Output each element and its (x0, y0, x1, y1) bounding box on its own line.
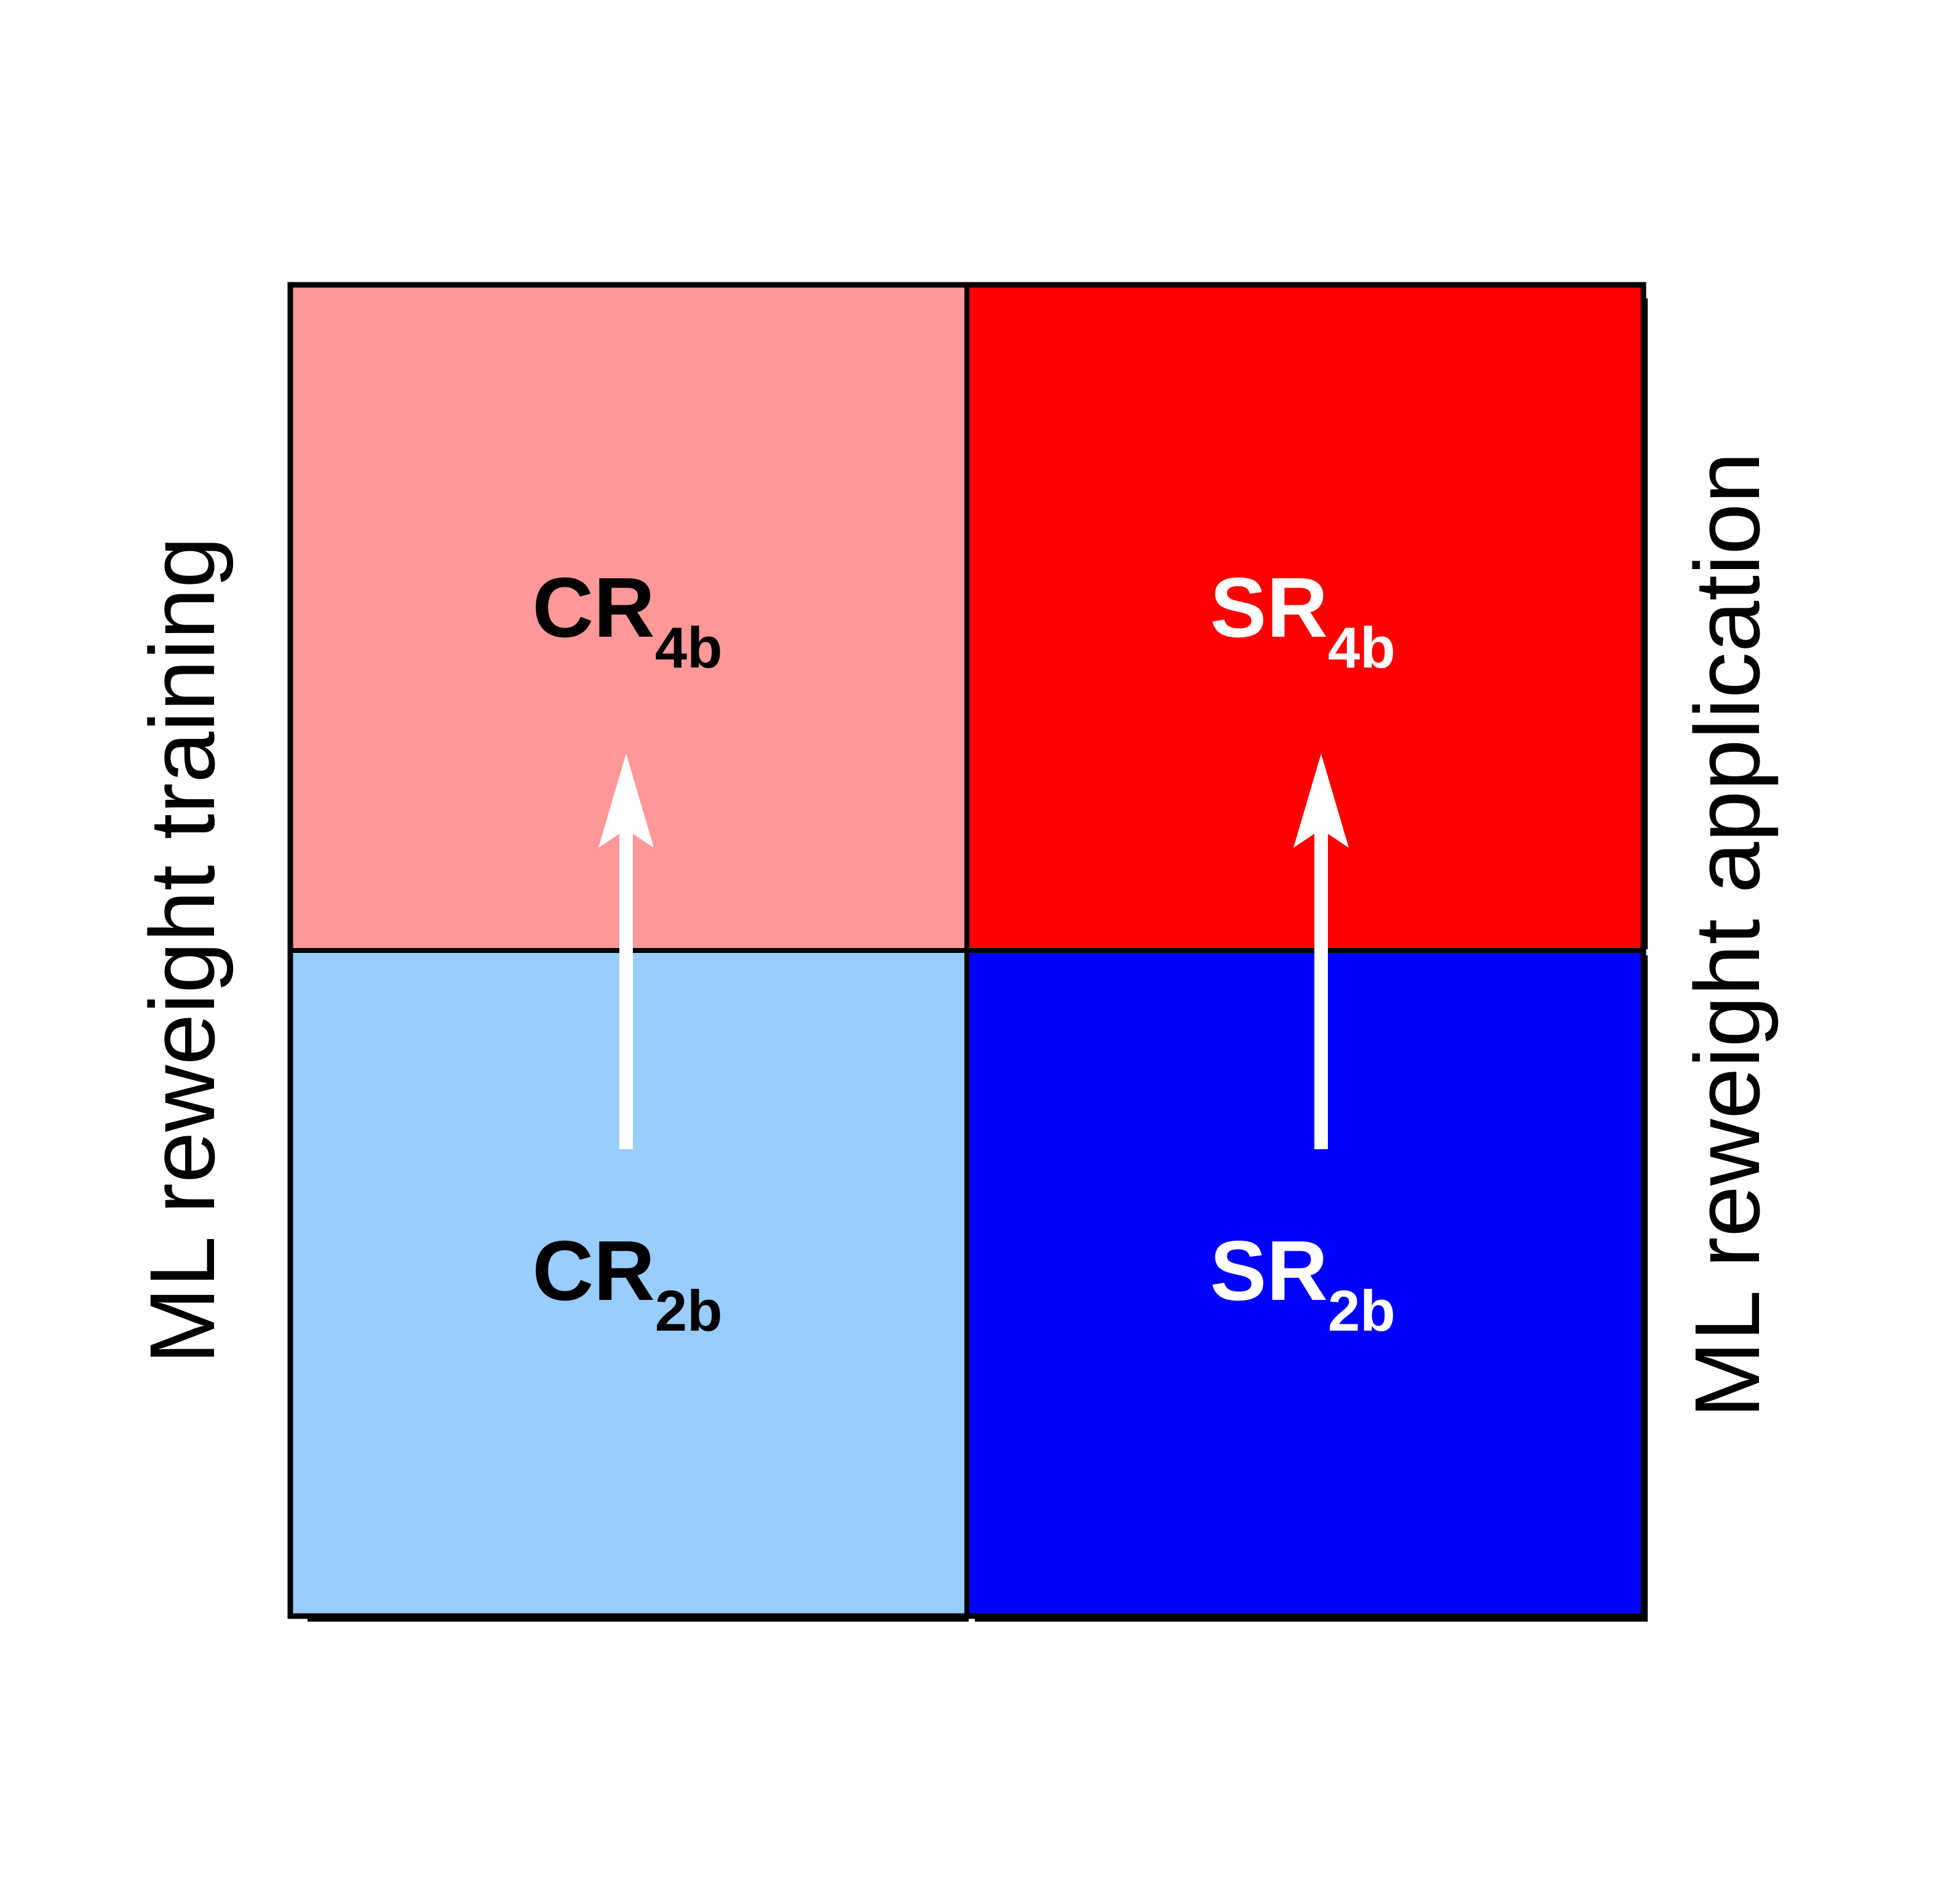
right-axis-label: ML reweight application (1675, 452, 1779, 1418)
label-sr2b-main: SR (1210, 1224, 1328, 1318)
label-cr4b: CR4b (532, 560, 722, 680)
arrow-cr2b-to-cr4b (598, 754, 654, 1149)
left-axis-label: ML reweight training (130, 536, 234, 1364)
label-sr2b: SR2b (1210, 1224, 1395, 1343)
label-sr4b-main: SR (1210, 560, 1328, 655)
label-sr2b-sub: 2b (1328, 1278, 1396, 1343)
label-cr4b-sub: 4b (655, 615, 723, 680)
label-cr2b-main: CR (532, 1224, 654, 1318)
label-cr2b-sub: 2b (655, 1278, 723, 1343)
arrow-head (598, 754, 654, 848)
arrow-shaft (619, 824, 633, 1149)
arrow-sr2b-to-sr4b (1293, 754, 1349, 1149)
arrow-shaft (1314, 824, 1328, 1149)
label-sr4b: SR4b (1210, 560, 1395, 680)
region-sr2b (967, 950, 1643, 1616)
label-sr4b-sub: 4b (1328, 615, 1396, 680)
label-cr2b: CR2b (532, 1224, 722, 1343)
arrow-head (1293, 754, 1349, 848)
label-cr4b-main: CR (532, 560, 654, 655)
